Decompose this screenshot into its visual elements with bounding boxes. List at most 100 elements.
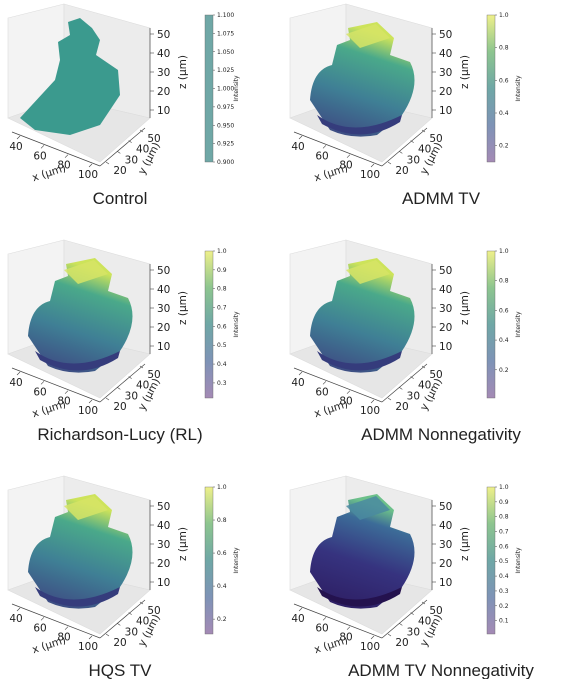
x-tick <box>299 136 302 139</box>
x-tick <box>41 145 44 148</box>
page: {"panels": [ {"caption": "Control", "x_l… <box>0 0 564 679</box>
z-tick-label: 30 <box>157 539 170 551</box>
y-tick-label: 20 <box>395 165 408 177</box>
colorbar-tick-label: 0.4 <box>217 361 227 368</box>
y-tick <box>117 387 120 389</box>
z-tick-label: 30 <box>157 303 170 315</box>
z-tick-label: 10 <box>439 577 452 589</box>
z-tick-label: 40 <box>157 284 170 296</box>
colorbar-tick-label: 0.975 <box>217 104 234 111</box>
y-tick-label: 30 <box>125 390 138 402</box>
x-axis-label: x (μm) <box>313 162 350 184</box>
colorbar-tick-label: 0.3 <box>217 380 227 387</box>
figure: 1020304050z (μm)406080100x (μm)20304050y… <box>0 0 564 679</box>
y-tick-label: 20 <box>395 637 408 649</box>
x-tick <box>89 400 92 403</box>
panel-caption: Control <box>93 189 148 208</box>
x-tick <box>323 145 326 148</box>
panel: 1020304050z (μm)406080100x (μm)20304050y… <box>290 240 522 444</box>
colorbar-tick-label: 0.8 <box>499 278 509 285</box>
z-tick-label: 40 <box>439 48 452 60</box>
x-tick <box>89 636 92 639</box>
y-tick <box>388 398 391 400</box>
y-tick <box>117 151 120 153</box>
colorbar-tick-label: 0.6 <box>217 323 227 330</box>
x-tick-label: 60 <box>315 386 328 398</box>
colorbar-tick-label: 1.100 <box>217 12 234 19</box>
colorbar <box>487 487 495 634</box>
x-axis-label: x (μm) <box>313 634 350 656</box>
x-tick <box>17 608 20 611</box>
x-tick-label: 40 <box>9 613 22 625</box>
colorbar-tick-label: 1.075 <box>217 30 234 37</box>
colorbar-tick-label: 0.950 <box>217 122 234 129</box>
x-tick <box>299 372 302 375</box>
colorbar-label: Intensity <box>515 547 522 574</box>
x-tick-label: 40 <box>9 377 22 389</box>
x-tick <box>65 627 68 630</box>
x-tick-label: 60 <box>315 150 328 162</box>
x-tick-label: 60 <box>315 622 328 634</box>
colorbar-tick-label: 0.2 <box>499 143 509 150</box>
colorbar-tick-label: 0.4 <box>217 583 227 590</box>
colorbar-tick-label: 0.6 <box>499 543 509 550</box>
z-tick-label: 50 <box>439 501 452 513</box>
x-tick-label: 40 <box>291 613 304 625</box>
z-tick-label: 40 <box>157 520 170 532</box>
x-tick-label: 100 <box>360 641 380 653</box>
colorbar-tick-label: 0.8 <box>217 517 227 524</box>
colorbar-tick-label: 0.2 <box>499 367 509 374</box>
colorbar <box>205 15 213 162</box>
x-tick-label: 100 <box>360 405 380 417</box>
z-tick-label: 40 <box>157 48 170 60</box>
x-tick <box>89 164 92 167</box>
z-tick-label: 10 <box>439 105 452 117</box>
colorbar-tick-label: 1.025 <box>217 67 234 74</box>
y-tick-label: 20 <box>113 165 126 177</box>
colorbar-label: Intensity <box>233 547 240 574</box>
panel-caption: ADMM TV Nonnegativity <box>348 661 534 679</box>
panel-caption: Richardson-Lucy (RL) <box>37 425 202 444</box>
colorbar-tick-label: 1.0 <box>499 12 509 19</box>
colorbar-tick-label: 1.0 <box>217 248 227 255</box>
colorbar-tick-label: 0.5 <box>217 342 227 349</box>
panel-caption: ADMM TV <box>402 189 481 208</box>
colorbar-tick-label: 0.8 <box>217 286 227 293</box>
z-tick-label: 40 <box>439 284 452 296</box>
x-tick-label: 100 <box>78 641 98 653</box>
colorbar-tick-label: 0.6 <box>499 307 509 314</box>
colorbar-tick-label: 0.4 <box>499 573 509 580</box>
colorbar <box>205 251 213 398</box>
colorbar <box>487 251 495 398</box>
panel: 1020304050z (μm)406080100x (μm)20304050y… <box>290 476 534 679</box>
colorbar-tick-label: 1.000 <box>217 86 234 93</box>
y-tick-label: 30 <box>407 154 420 166</box>
z-tick-label: 10 <box>439 341 452 353</box>
colorbar-label: Intensity <box>233 311 240 338</box>
y-tick-label: 20 <box>113 401 126 413</box>
y-tick <box>106 398 109 400</box>
z-tick-label: 50 <box>439 29 452 41</box>
colorbar-label: Intensity <box>233 75 240 102</box>
colorbar-tick-label: 0.4 <box>499 110 509 117</box>
x-tick-label: 40 <box>291 141 304 153</box>
z-tick-label: 20 <box>157 558 170 570</box>
colorbar-tick-label: 0.5 <box>499 558 509 565</box>
x-tick-label: 60 <box>33 150 46 162</box>
x-tick <box>65 155 68 158</box>
colorbar-tick-label: 0.8 <box>499 45 509 52</box>
colorbar-tick-label: 0.8 <box>499 514 509 521</box>
z-axis-label: z (μm) <box>177 291 189 325</box>
y-tick <box>399 623 402 625</box>
z-axis-label: z (μm) <box>459 55 471 89</box>
z-tick-label: 10 <box>157 105 170 117</box>
x-tick <box>371 400 374 403</box>
colorbar <box>487 15 495 162</box>
colorbar-tick-label: 0.2 <box>499 603 509 610</box>
x-tick <box>371 164 374 167</box>
x-tick <box>371 636 374 639</box>
colorbar-tick-label: 1.0 <box>499 248 509 255</box>
colorbar-tick-label: 0.6 <box>499 77 509 84</box>
z-tick-label: 20 <box>439 86 452 98</box>
